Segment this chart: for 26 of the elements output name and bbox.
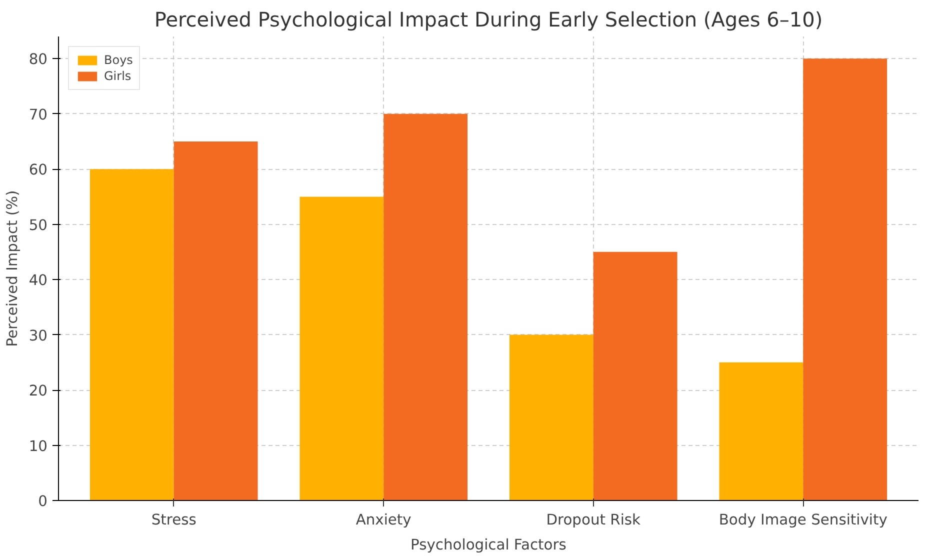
- bar: [593, 252, 678, 500]
- chart-title: Perceived Psychological Impact During Early Selection (Ages 6–10): [154, 8, 823, 32]
- x-axis-title: Psychological Factors: [410, 536, 566, 554]
- y-axis-title: Perceived Impact (%): [4, 190, 21, 347]
- legend-label: Girls: [104, 69, 132, 83]
- y-tick-label: 10: [28, 438, 48, 455]
- y-tick-label: 0: [38, 493, 48, 510]
- bar: [90, 169, 174, 500]
- y-tick-label: 50: [28, 216, 48, 234]
- y-tick-label: 40: [28, 272, 48, 290]
- legend-label: Boys: [104, 53, 133, 67]
- bar: [509, 334, 594, 500]
- y-tick-label: 30: [28, 327, 48, 344]
- y-tick-label: 20: [28, 382, 48, 400]
- y-tick-label: 60: [28, 162, 48, 179]
- x-tick-label: Dropout Risk: [546, 512, 642, 528]
- bar: [300, 196, 384, 500]
- x-tick-label: Stress: [151, 512, 196, 528]
- bar: [803, 58, 888, 500]
- y-tick-label: 80: [28, 51, 48, 68]
- x-tick-label: Body Image Sensitivity: [718, 512, 888, 528]
- x-tick-label: Anxiety: [356, 512, 412, 528]
- y-tick-label: 70: [28, 106, 48, 124]
- bar: [174, 141, 258, 500]
- bar: [384, 114, 468, 500]
- bar: [719, 362, 804, 500]
